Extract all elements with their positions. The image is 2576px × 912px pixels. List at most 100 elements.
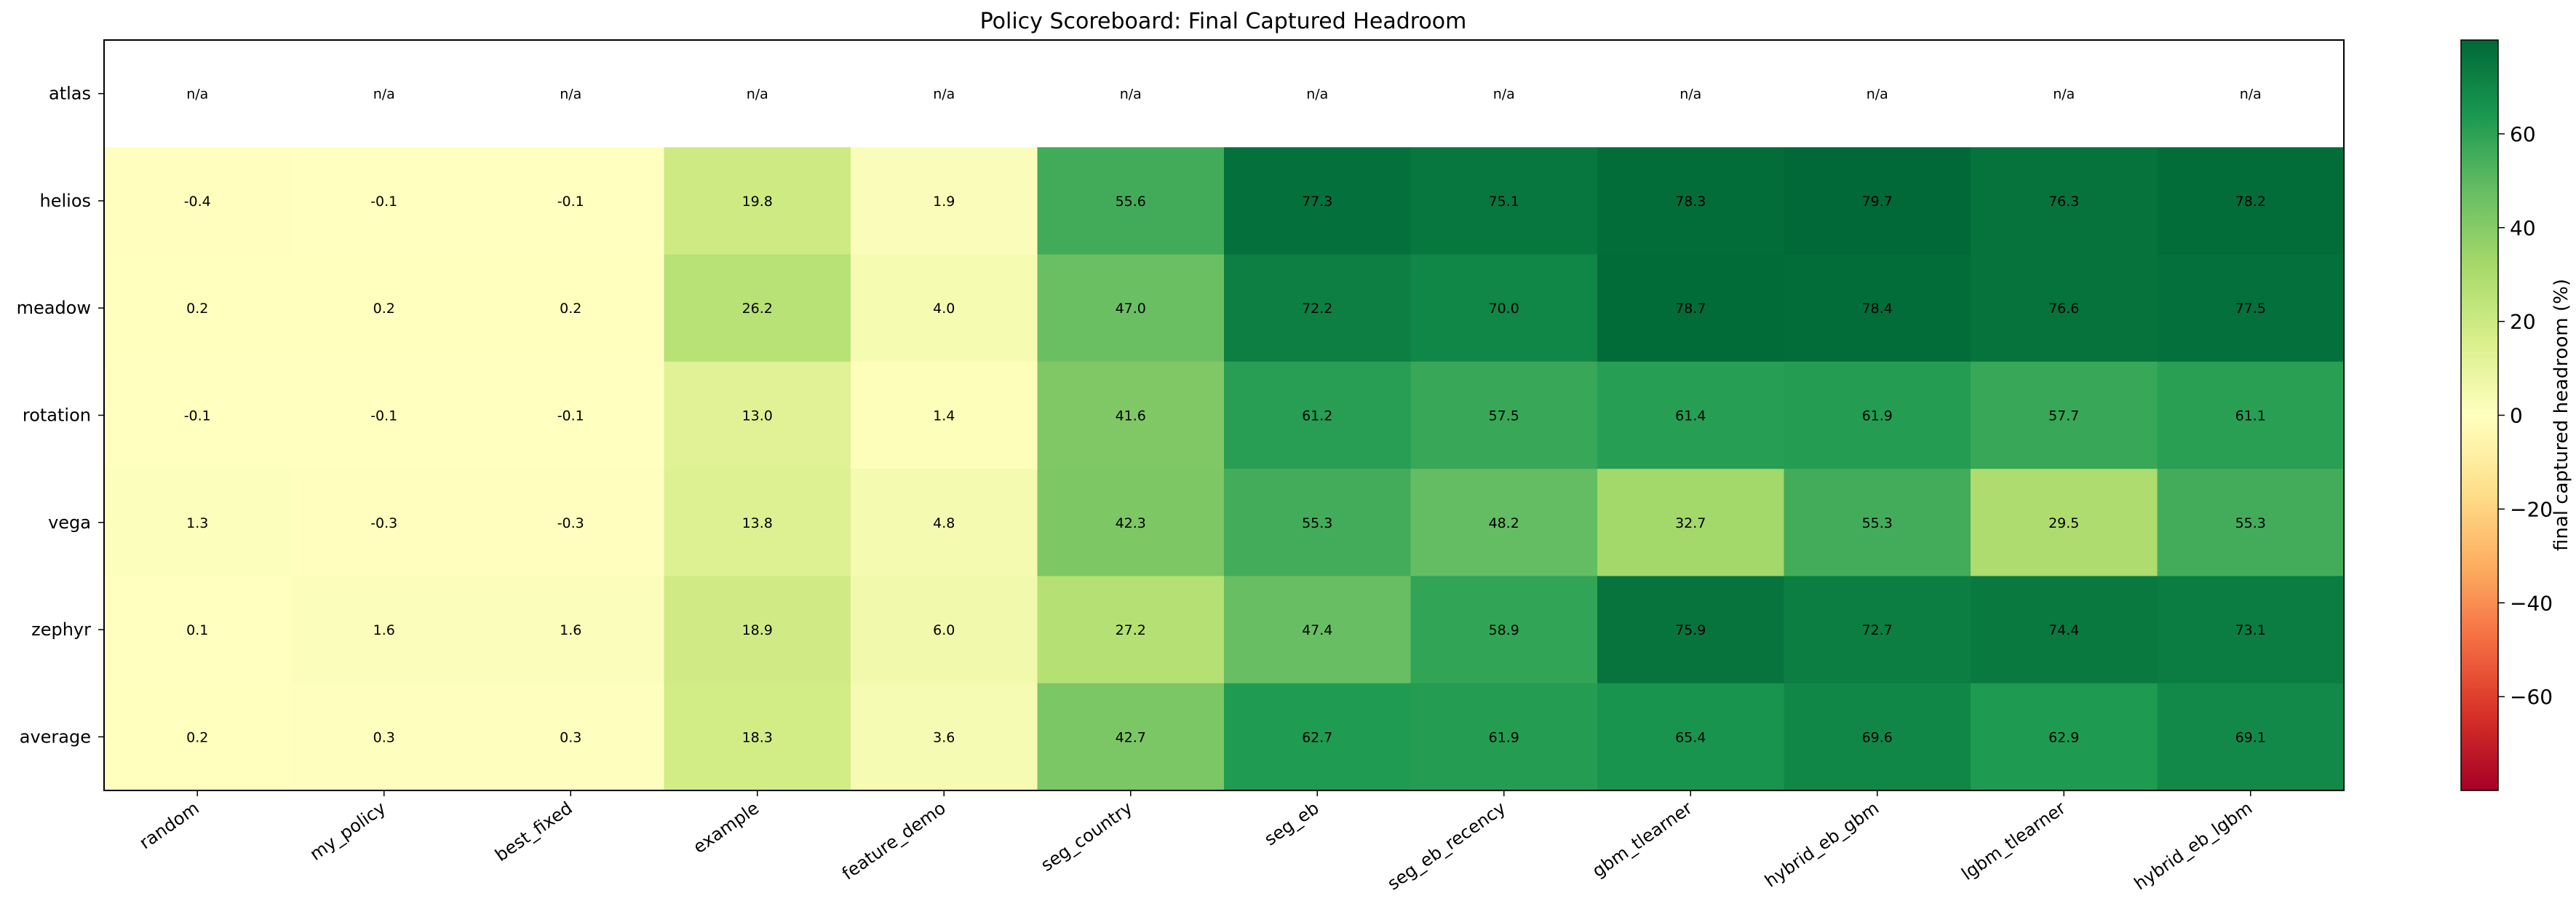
colorbar-tick-label: 60 xyxy=(2510,122,2536,146)
cell-value-label: 42.3 xyxy=(1116,515,1146,531)
heatmap-cell xyxy=(1784,469,1971,576)
heatmap-cell xyxy=(1410,576,1598,684)
column-label: example xyxy=(690,798,763,857)
cell-value-label: -0.1 xyxy=(557,408,584,424)
heatmap-cell xyxy=(1784,361,1971,469)
heatmap-cell xyxy=(2157,576,2345,684)
cell-value-label: -0.4 xyxy=(184,194,211,210)
heatmap-cell xyxy=(104,254,291,362)
cell-value-label: 0.2 xyxy=(373,301,395,317)
row-label: meadow xyxy=(17,298,91,318)
cell-value-label: 70.0 xyxy=(1489,301,1519,317)
heatmap-cell xyxy=(1037,683,1225,791)
heatmap-cell xyxy=(1410,40,1598,148)
cell-value-label: 26.2 xyxy=(742,301,773,317)
row-label: atlas xyxy=(49,84,91,104)
cell-value-label: -0.1 xyxy=(184,408,211,424)
heatmap-cell xyxy=(664,254,851,362)
cell-value-label: 61.9 xyxy=(1489,729,1519,745)
cell-value-label: 41.6 xyxy=(1116,408,1146,424)
heatmap-cell xyxy=(104,683,291,791)
colorbar-ticks: −60 −40 −20 0 20 40 60 xyxy=(2498,122,2553,709)
cell-value-label: 1.6 xyxy=(560,622,581,638)
cell-value-label: 27.2 xyxy=(1116,622,1146,638)
cell-value-label: 78.3 xyxy=(1675,194,1706,210)
cell-value-label: 42.7 xyxy=(1116,729,1146,745)
cell-value-label: 4.0 xyxy=(933,301,955,317)
heatmap-cell xyxy=(290,254,478,362)
cell-value-label: 55.3 xyxy=(2235,515,2266,531)
heatmap-cell xyxy=(1971,576,2158,684)
cell-value-label: -0.1 xyxy=(370,408,397,424)
cell-value-label: 72.7 xyxy=(1862,622,1893,638)
heatmap-cell xyxy=(2157,683,2345,791)
heatmap-cell xyxy=(1224,361,1411,469)
colorbar-tick-label: −20 xyxy=(2510,497,2553,521)
colorbar-tick-label: −40 xyxy=(2510,591,2553,615)
cell-value-label: 75.1 xyxy=(1489,194,1519,210)
cell-value-label: 62.9 xyxy=(2048,729,2079,745)
cell-value-label: 13.8 xyxy=(742,515,773,531)
cell-value-label: 0.2 xyxy=(560,301,581,317)
heatmap-cell xyxy=(1784,683,1971,791)
cell-value-label: 65.4 xyxy=(1675,729,1706,745)
column-label: feature_demo xyxy=(838,798,950,884)
heatmap-cell xyxy=(2157,40,2345,148)
heatmap-cell xyxy=(1224,254,1411,362)
heatmap-cell xyxy=(1971,147,2158,255)
cell-value-label: n/a xyxy=(1120,87,1142,103)
row-label: vega xyxy=(48,512,91,533)
cell-value-label: n/a xyxy=(2240,87,2262,103)
colorbar-label: final captured headroom (%) xyxy=(2551,279,2572,551)
heatmap-cell xyxy=(1597,361,1784,469)
cell-value-label: 78.2 xyxy=(2235,194,2266,210)
heatmap-cell xyxy=(664,683,851,791)
cell-value-label: n/a xyxy=(1306,87,1328,103)
cell-value-label: n/a xyxy=(1679,87,1701,103)
heatmap-cell xyxy=(1410,254,1598,362)
heatmap-cell xyxy=(477,576,664,684)
heatmap-cell xyxy=(664,40,851,148)
column-label: seg_eb_recency xyxy=(1384,798,1510,895)
column-label: hybrid_eb_gbm xyxy=(1761,798,1883,892)
heatmap-cell xyxy=(1597,147,1784,255)
cell-value-label: 57.5 xyxy=(1489,408,1519,424)
heatmap-cell xyxy=(1410,361,1598,469)
heatmap-cell xyxy=(851,683,1038,791)
heatmap-cell xyxy=(290,361,478,469)
cell-value-label: 0.2 xyxy=(186,729,208,745)
cell-value-label: 79.7 xyxy=(1862,194,1893,210)
cell-value-label: 69.6 xyxy=(1862,729,1893,745)
heatmap-cell xyxy=(664,361,851,469)
cell-value-label: 61.1 xyxy=(2235,408,2266,424)
cell-value-label: n/a xyxy=(2053,87,2075,103)
heatmap-cell xyxy=(1971,254,2158,362)
column-label: seg_eb xyxy=(1260,798,1322,849)
cell-value-label: 18.3 xyxy=(742,729,773,745)
heatmap-cell xyxy=(290,40,478,148)
colorbar-tick-label: −60 xyxy=(2510,685,2553,709)
heatmap-cell xyxy=(290,147,478,255)
cell-value-label: 61.9 xyxy=(1862,408,1893,424)
chart-title: Policy Scoreboard: Final Captured Headro… xyxy=(980,9,1467,34)
heatmap-cell xyxy=(477,361,664,469)
heatmap-cell xyxy=(2157,147,2345,255)
cell-value-label: 57.7 xyxy=(2048,408,2079,424)
cell-value-label: 0.3 xyxy=(560,729,581,745)
cell-value-label: 62.7 xyxy=(1302,729,1332,745)
heatmap-cell xyxy=(1224,40,1411,148)
heatmap-cell xyxy=(477,683,664,791)
cell-value-label: n/a xyxy=(747,87,768,103)
cell-value-label: 4.8 xyxy=(933,515,955,531)
row-label: helios xyxy=(40,191,92,211)
cell-value-label: 72.2 xyxy=(1302,301,1332,317)
cell-value-label: 32.7 xyxy=(1675,515,1706,531)
cell-value-label: n/a xyxy=(933,87,955,103)
cell-value-label: -0.1 xyxy=(370,194,397,210)
heatmap-cell xyxy=(1971,40,2158,148)
heatmap-cell xyxy=(104,469,291,576)
heatmap-cell xyxy=(477,254,664,362)
cell-value-label: 78.7 xyxy=(1675,301,1706,317)
row-label: zephyr xyxy=(31,619,91,640)
colorbar xyxy=(2460,39,2499,791)
